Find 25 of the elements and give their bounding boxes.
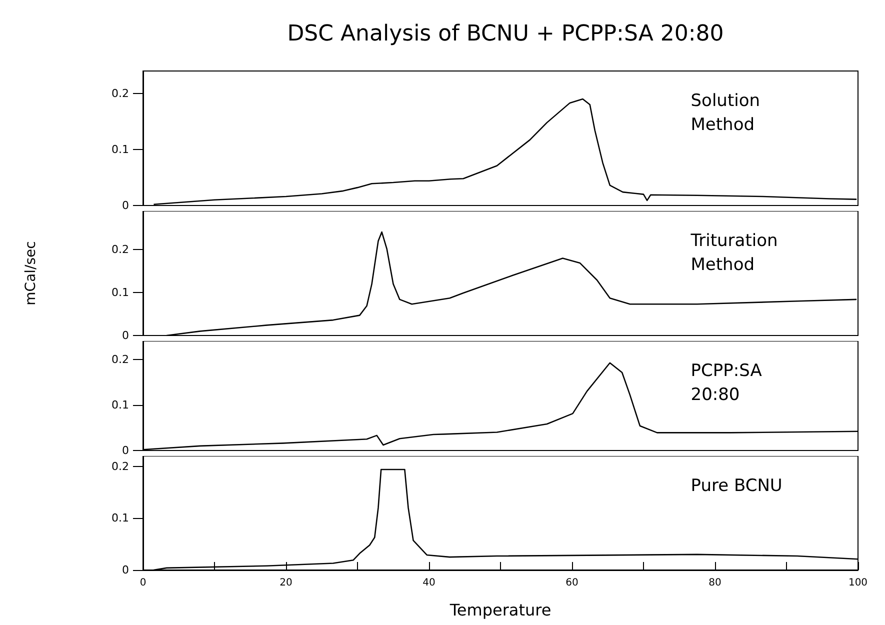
- text: Solution Method: [690, 91, 766, 135]
- x-tick-label: 60: [566, 578, 578, 588]
- text: Pure BCNU: [690, 476, 782, 496]
- y-tick-label: 0.1: [112, 512, 129, 525]
- y-tick-label: 0.2: [112, 352, 129, 366]
- y-tick-label: 0: [122, 444, 129, 457]
- y-tick-label: 0.1: [112, 142, 129, 156]
- y-tick-label: 0: [122, 329, 129, 342]
- y-tick-label: 0.2: [112, 243, 129, 256]
- x-tick-label: 100: [848, 578, 868, 588]
- x-tick-label: 80: [708, 578, 722, 588]
- y-axis-title: mCal/sec: [23, 241, 39, 306]
- y-tick-label: 0.2: [112, 460, 129, 473]
- x-tick-label: 0: [140, 578, 146, 588]
- y-tick-label: 0: [122, 564, 129, 576]
- x-tick-label: 40: [422, 578, 436, 588]
- y-tick-label: 0.1: [112, 398, 129, 412]
- x-axis-title: Temperature: [448, 600, 552, 620]
- chart-title: DSC Analysis of BCNU + PCPP:SA 20:80: [287, 22, 724, 46]
- series-label: Trituration Method: [690, 231, 784, 275]
- y-tick-label: 0: [122, 199, 129, 212]
- y-tick-label: 0.1: [112, 286, 129, 300]
- y-tick-label: 0.2: [112, 86, 129, 100]
- x-tick-label: 20: [280, 578, 292, 588]
- series-label: PCPP:SA 20:80: [690, 361, 768, 405]
